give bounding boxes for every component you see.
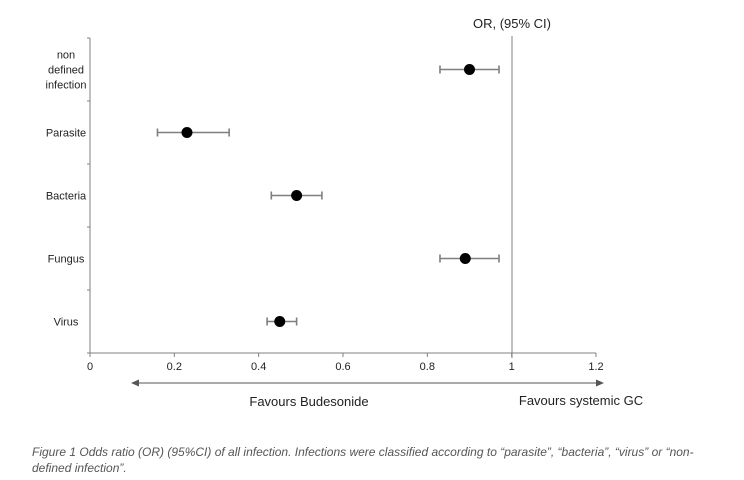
x-tick-label: 0.4 [251,361,266,373]
odds-ratio-point [459,253,471,264]
category-label-line: Bacteria [46,191,87,203]
category-label: Virus [54,317,79,329]
x-tick-label: 1.2 [588,361,603,373]
forest-plot: OR, (95% CI) 0 0.2 0.4 0.6 0.8 1 1.2 non define… [46,16,644,409]
category-label: Bacteria [46,191,87,203]
odds-ratio-point [291,190,303,201]
category-label: Parasite [46,128,86,140]
odds-ratio-point [181,127,193,138]
category-label-line: Parasite [46,128,86,140]
figure-caption: Figure 1 Odds ratio (OR) (95%CI) of all … [32,445,694,475]
x-tick-label: 0 [87,361,93,373]
right-arrow-head [596,379,604,387]
category-label: non defined infection [46,50,87,92]
category-label-line: Fungus [48,254,85,266]
x-tick-label: 0.8 [420,361,435,373]
odds-ratio-point [464,64,475,75]
x-tick-label: 1 [509,361,515,373]
x-tick-label: 0.6 [335,361,350,373]
category-label-line: defined [48,65,84,77]
left-arrow-head [131,379,139,387]
odds-ratio-point [274,316,286,327]
category-label-line: non [57,50,75,62]
ci-header-label: OR, (95% CI) [473,16,551,31]
category-label-line: Virus [54,317,79,329]
favours-systemic-gc-label: Favours systemic GC [519,393,643,408]
category-label-line: infection [46,80,87,92]
x-tick-label: 0.2 [167,361,182,373]
favours-budesonide-label: Favours Budesonide [249,394,368,409]
category-label: Fungus [48,254,85,266]
